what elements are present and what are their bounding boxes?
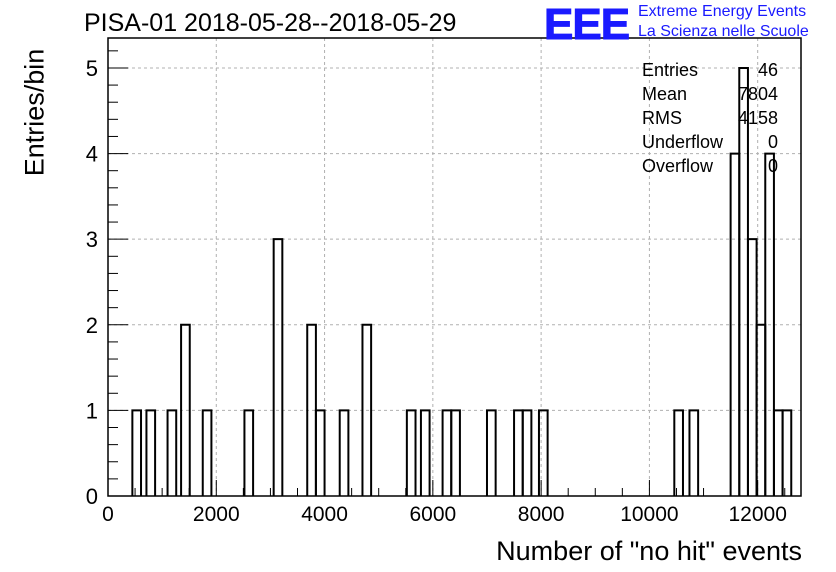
histogram-bar: [314, 409, 326, 496]
axis-ticks: [107, 50, 786, 497]
histogram-bar: [272, 238, 284, 496]
logo-line-2: La Scienza nelle Scuole: [638, 23, 809, 40]
stats-box: Entries 46 Mean 7804 RMS 4158 Underflow …: [642, 58, 778, 178]
stats-row-overflow: Overflow 0: [642, 154, 778, 178]
logo-line-1: Extreme Energy Events: [638, 3, 807, 20]
histogram-bar: [688, 409, 700, 496]
histogram-bar: [419, 409, 431, 496]
axis-tick-labels: 0 2000 4000 6000 8000 10000 12000 0 1 2 3 4 5: [86, 56, 787, 526]
stats-label: Entries: [642, 60, 699, 80]
histogram-bar: [673, 409, 684, 496]
histogram-bar: [338, 409, 350, 496]
y-tick-label: 0: [86, 484, 98, 509]
eee-logo: EEE: [543, 0, 630, 50]
histogram-bar: [243, 409, 255, 496]
x-tick-label: 8000: [518, 503, 565, 526]
histogram-bar: [405, 409, 417, 496]
histogram-bar: [781, 409, 793, 496]
y-tick-label: 5: [86, 56, 98, 81]
histogram-bar: [441, 409, 453, 496]
x-tick-label: 4000: [301, 503, 348, 526]
y-tick-label: 1: [86, 398, 98, 423]
histogram-bar: [201, 409, 213, 496]
stats-label: Mean: [642, 84, 688, 104]
histogram-bar: [772, 409, 784, 496]
x-tick-label: 6000: [409, 503, 456, 526]
histogram-bar: [180, 323, 191, 496]
histogram-bar: [450, 409, 461, 496]
stats-label: Underflow: [642, 132, 724, 152]
y-tick-label: 3: [86, 227, 98, 252]
histogram-bar: [166, 409, 178, 496]
stats-row-entries: Entries 46: [642, 58, 778, 82]
chart-title: PISA-01 2018-05-28--2018-05-29: [84, 9, 457, 37]
stats-value: 46: [757, 60, 778, 80]
grid-lines: [108, 38, 801, 496]
histogram-bar: [764, 152, 775, 496]
stats-label: Overflow: [642, 156, 714, 176]
stats-label: RMS: [642, 108, 682, 128]
x-tick-label: 0: [102, 503, 114, 526]
y-axis-label: Entries/bin: [19, 48, 50, 177]
histogram-bar: [521, 409, 533, 496]
histogram-bars: [131, 66, 793, 496]
histogram-bar: [145, 409, 157, 496]
x-axis-label: Number of "no hit" events: [496, 536, 802, 566]
histogram-bar: [537, 409, 549, 496]
x-tick-label: 10000: [620, 503, 678, 526]
histogram-bar: [131, 409, 143, 496]
stats-row-mean: Mean 7804: [642, 82, 778, 106]
stats-value: 0: [767, 132, 778, 152]
histogram-bar: [361, 323, 373, 496]
histogram-bar: [513, 409, 524, 496]
stats-value: 4158: [737, 108, 778, 128]
x-tick-label: 2000: [193, 503, 240, 526]
x-tick-label: 12000: [728, 503, 786, 526]
y-tick-label: 2: [86, 313, 98, 338]
stats-row-rms: RMS 4158: [642, 106, 778, 130]
plot-frame: [107, 37, 802, 497]
histogram-bar: [485, 409, 497, 496]
y-tick-label: 4: [86, 142, 98, 167]
stats-value: 7804: [737, 84, 778, 104]
stats-value: 0: [767, 156, 778, 176]
histogram-bar: [746, 238, 758, 496]
stats-row-underflow: Underflow 0: [642, 130, 778, 154]
